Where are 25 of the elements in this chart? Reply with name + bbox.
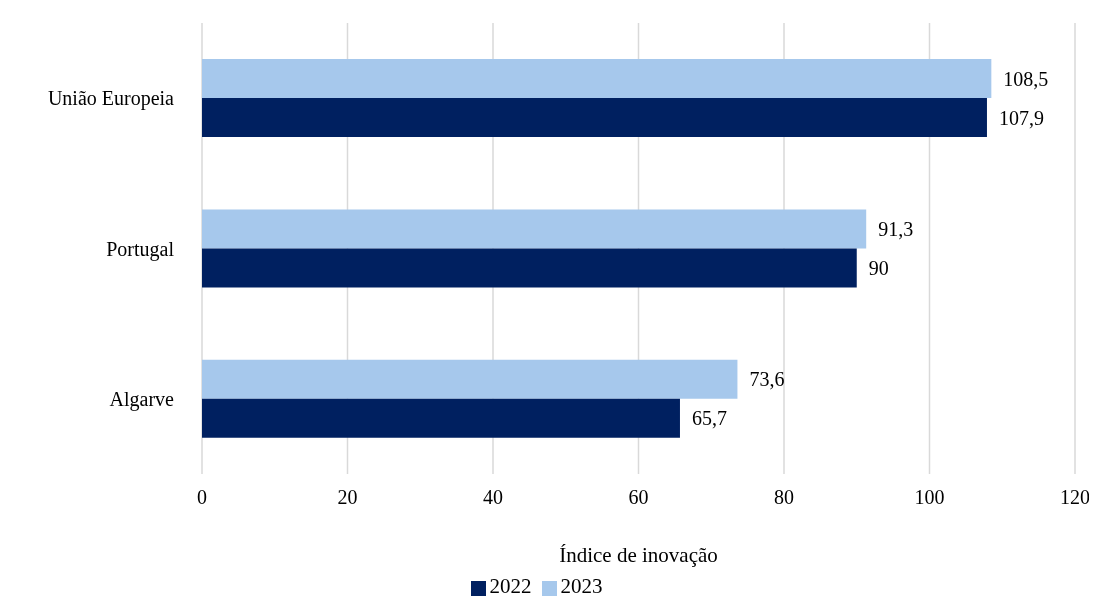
- y-tick-label: União Europeia: [47, 87, 175, 111]
- data-label: 90: [868, 257, 889, 280]
- y-tick-label: Portugal: [106, 237, 175, 261]
- legend-label: 2022: [489, 574, 532, 598]
- bar: [202, 248, 857, 288]
- data-label: 73,6: [749, 368, 785, 391]
- x-tick-label: 80: [774, 486, 794, 509]
- data-label: 91,3: [878, 218, 914, 241]
- bar: [202, 359, 738, 399]
- x-tick-label: 100: [914, 486, 945, 509]
- bar: [202, 98, 987, 138]
- bar: [202, 398, 680, 438]
- bar: [202, 209, 867, 249]
- data-label: 108,5: [1003, 67, 1049, 90]
- x-tick-label: 40: [483, 486, 503, 509]
- data-label: 65,7: [691, 407, 727, 430]
- bar: [202, 59, 992, 99]
- x-tick-label: 60: [628, 486, 649, 509]
- x-tick-label: 0: [197, 486, 207, 509]
- x-tick-label: 20: [337, 486, 358, 509]
- y-tick-label: Algarve: [109, 387, 175, 411]
- legend-label: 2023: [560, 574, 603, 598]
- x-axis-title: Índice de inovação: [559, 543, 718, 567]
- data-label: 107,9: [998, 106, 1044, 129]
- x-tick-label: 120: [1060, 486, 1090, 509]
